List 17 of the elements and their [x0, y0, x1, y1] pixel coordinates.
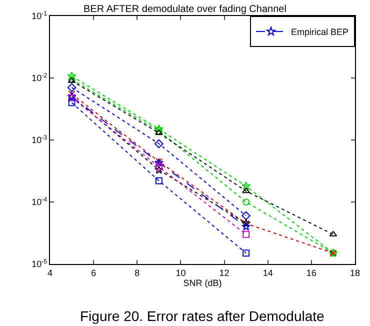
x-axis-title: SNR (dB) [183, 278, 222, 288]
x-tick-label: 14 [262, 268, 273, 278]
y-tick-label: 10$^{-5}$ [32, 258, 48, 270]
y-tick-label: 10$^{-1}$ [32, 10, 48, 22]
x-tick-label: 4 [47, 268, 53, 278]
y-tick-label: 10$^{-3}$ [32, 134, 48, 146]
y-tick-label: 10$^{-4}$ [32, 196, 48, 208]
x-tick-label: 16 [306, 268, 316, 278]
x-tick-label: 12 [219, 268, 230, 278]
x-tick-label: 6 [91, 268, 96, 278]
x-tick-label: 10 [176, 268, 186, 278]
x-tick-label: 18 [350, 268, 360, 278]
x-tick-label: 8 [134, 268, 140, 278]
chart-title: BER AFTER demodulate over fading Channel [84, 4, 286, 15]
caption: Figure 20. Error rates after Demodulate [80, 308, 325, 324]
legend-label: Empirical BEP [291, 27, 349, 38]
y-tick-label: 10$^{-2}$ [32, 72, 48, 84]
